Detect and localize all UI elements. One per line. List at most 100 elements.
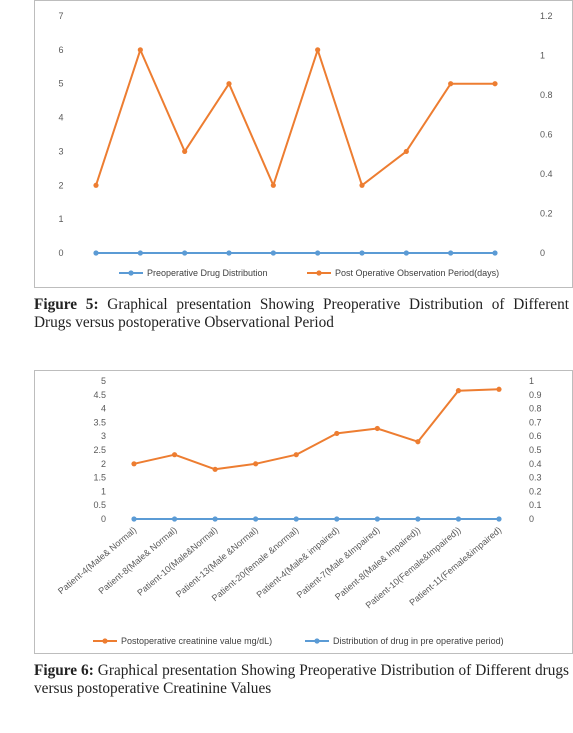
right-axis-tick-label: 0.8 xyxy=(529,404,542,414)
series-point xyxy=(93,182,99,188)
chart-creatinine: 0 0.5 1 1.5 2 2.5 3 3.5 4 4.5 5 0 0.1 0.2 0.3 0.4 0.5 0.6… xyxy=(34,370,573,654)
series-point xyxy=(492,81,498,87)
left-axis-tick-label: 3 xyxy=(101,431,106,441)
right-axis-tick-label: 0.8 xyxy=(540,90,553,100)
right-axis-tick-label: 1 xyxy=(540,51,545,61)
category-tick-label: Patient-13(Male &Normal) xyxy=(174,525,260,600)
legend-label: Distribution of drug in pre operative pe… xyxy=(333,636,504,646)
category-tick-label: Patient-4(Male& Normal) xyxy=(56,525,138,596)
series-point xyxy=(226,250,232,256)
chart-1-svg: 0 1 2 3 4 5 6 7 0 0.2 0.4 0.6 0.8 1 1.2 Preoperative Dr… xyxy=(58,11,553,278)
left-axis-tick-label: 1 xyxy=(101,486,106,496)
series-point xyxy=(253,461,259,467)
series-point xyxy=(374,425,380,432)
series-point xyxy=(171,516,178,522)
right-axis-tick-label: 1 xyxy=(529,376,534,386)
series-point xyxy=(496,386,502,392)
series-point xyxy=(359,250,365,256)
series-point xyxy=(315,47,321,53)
right-axis-tick-label: 0.2 xyxy=(529,486,542,496)
right-axis-tick-label: 0.4 xyxy=(529,459,542,469)
series-point xyxy=(226,81,232,87)
series-point xyxy=(415,516,421,522)
legend-label: Postoperative creatinine value mg/dL) xyxy=(121,636,272,646)
series-point xyxy=(93,250,99,256)
figure-6-caption: Figure 6: Graphical presentation Showing… xyxy=(34,662,569,698)
left-axis-tick-label: 4 xyxy=(58,113,63,123)
right-axis-tick-label: 1.2 xyxy=(540,11,553,21)
left-axis-tick-label: 6 xyxy=(58,45,63,55)
series-point xyxy=(253,516,259,522)
figure-5-caption: Figure 5: Graphical presentation Showing… xyxy=(34,296,569,332)
right-axis-tick-label: 0.6 xyxy=(540,130,553,140)
left-axis-tick-label: 5 xyxy=(101,376,106,386)
figure-6-label: Figure 6: xyxy=(34,662,94,679)
chart-observation-period: 0 1 2 3 4 5 6 7 0 0.2 0.4 0.6 0.8 1 1.2 Preoperative Dr… xyxy=(34,0,573,288)
right-axis-tick-label: 0.5 xyxy=(529,445,542,455)
right-axis-tick-label: 0.2 xyxy=(540,209,553,219)
legend-label: Preoperative Drug Distribution xyxy=(147,268,268,278)
series-point xyxy=(182,250,188,256)
legend-marker xyxy=(316,270,322,276)
left-axis-tick-label: 0 xyxy=(101,514,106,524)
series-point xyxy=(131,461,137,467)
series-point xyxy=(374,516,380,522)
series-point xyxy=(448,81,454,87)
right-axis-tick-label: 0 xyxy=(540,248,545,258)
series-point xyxy=(403,148,409,155)
chart-2-svg: 0 0.5 1 1.5 2 2.5 3 3.5 4 4.5 5 0 0.1 0.2 0.3 0.4 0.5 0.6… xyxy=(56,376,542,646)
left-axis-tick-label: 1.5 xyxy=(93,473,106,483)
left-axis-tick-label: 2 xyxy=(101,459,106,469)
series-point xyxy=(334,516,340,522)
series-point xyxy=(137,250,143,256)
category-tick-label: Patient-4(Male& impaired) xyxy=(255,525,342,600)
series-point xyxy=(270,250,276,256)
series-point xyxy=(455,516,462,522)
left-axis-tick-label: 4.5 xyxy=(93,390,106,400)
series-point xyxy=(212,466,218,472)
right-axis-tick-label: 0.9 xyxy=(529,390,542,400)
category-tick-label: Patient-8(Male& Normal) xyxy=(97,525,179,596)
right-axis-tick-label: 0 xyxy=(529,514,534,524)
series-point xyxy=(315,250,321,256)
left-axis-tick-label: 0 xyxy=(58,248,63,258)
right-axis-tick-label: 0.4 xyxy=(540,169,553,179)
series-point xyxy=(492,250,498,256)
left-axis-tick-label: 3.5 xyxy=(93,417,106,427)
series-point xyxy=(293,452,299,458)
figure-5-text: Graphical presentation Showing Preoperat… xyxy=(34,296,569,331)
series-point xyxy=(270,182,276,188)
left-axis-tick-label: 2 xyxy=(58,180,63,190)
right-axis-tick-label: 0.6 xyxy=(529,431,542,441)
left-axis-tick-label: 3 xyxy=(58,146,63,156)
series-point xyxy=(359,182,365,188)
category-tick-label: Patient-10(Male&Normal) xyxy=(135,525,219,598)
right-axis-tick-label: 0.7 xyxy=(529,417,542,427)
right-axis-tick-label: 0.3 xyxy=(529,473,542,483)
left-axis-tick-label: 4 xyxy=(101,404,106,414)
left-axis-tick-label: 0.5 xyxy=(93,500,106,510)
series-point xyxy=(293,516,299,522)
series-point xyxy=(131,516,137,522)
series-line xyxy=(95,48,495,187)
series-point xyxy=(182,148,188,155)
left-axis-tick-label: 1 xyxy=(58,214,63,224)
legend-label: Post Operative Observation Period(days) xyxy=(335,268,499,278)
series-point xyxy=(448,250,454,256)
legend-marker xyxy=(128,270,134,276)
series-point xyxy=(403,250,409,256)
figure-5-label: Figure 5: xyxy=(34,296,99,313)
left-axis-tick-label: 7 xyxy=(58,11,63,21)
series-point xyxy=(137,47,143,53)
legend-marker xyxy=(102,638,108,644)
series-point xyxy=(171,452,178,458)
series-point xyxy=(455,388,462,394)
series-point xyxy=(415,439,421,445)
series-point xyxy=(212,516,218,522)
series-line xyxy=(133,388,500,471)
figure-6-text: Graphical presentation Showing Preoperat… xyxy=(34,662,569,697)
series-point xyxy=(334,430,340,437)
right-axis-tick-label: 0.1 xyxy=(529,500,542,510)
left-axis-tick-label: 2.5 xyxy=(93,445,106,455)
series-point xyxy=(496,516,502,522)
